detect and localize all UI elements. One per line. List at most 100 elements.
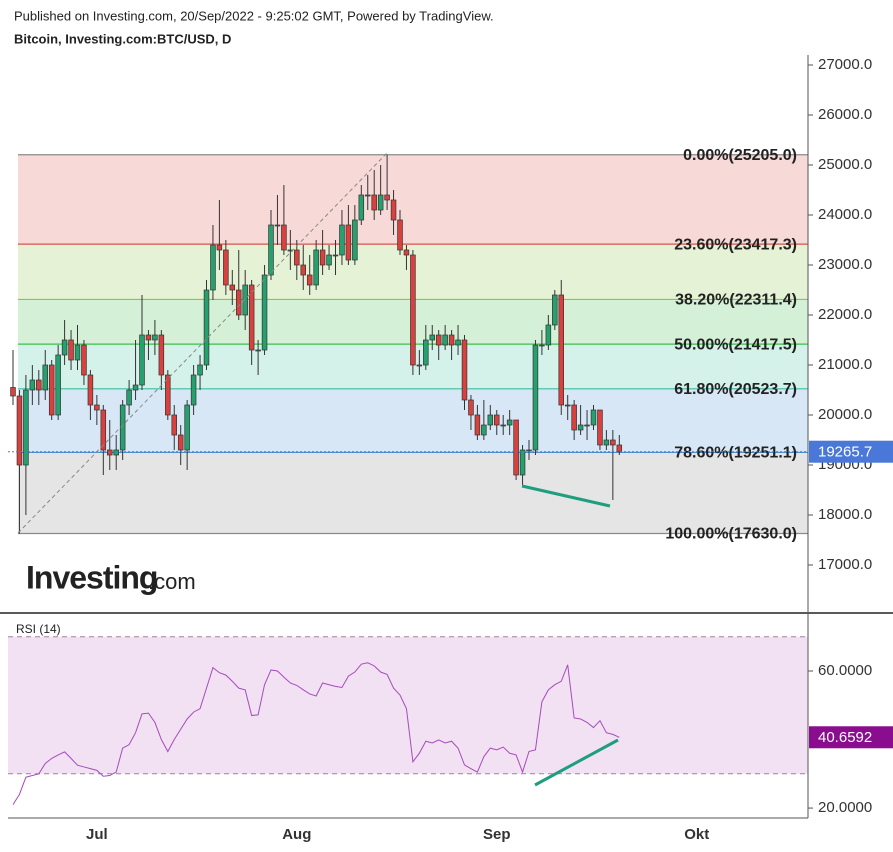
candle-body [435,334,442,346]
x-tick-label: Aug [282,826,311,843]
fib-zone [18,452,808,534]
candle-body [306,274,313,286]
candle-body [68,339,74,361]
candle-body [236,289,242,316]
symbol-title: Bitcoin, Investing.com:BTC/USD, D [14,31,231,46]
candle-body [358,194,365,221]
candle-body [126,389,132,406]
candle-body [506,419,513,426]
candle-body [294,249,300,266]
candle-body [203,289,210,366]
candle-body [481,424,487,436]
candle-body [442,334,448,346]
candle-body [513,419,519,476]
candle-body [584,424,590,427]
candle-body [494,414,500,426]
candle-body [177,434,184,451]
candle-body [268,224,274,276]
fib-label: 0.00%(25205.0) [683,147,797,164]
trend-line [521,484,611,508]
fib-label: 61.80%(20523.7) [674,381,797,398]
candle-body [190,374,197,406]
y-tick-label: 20000.0 [818,406,872,423]
candle-body [577,424,584,431]
candle-body [539,344,545,347]
candle-body [616,444,623,453]
candle-body [403,249,410,256]
candle-body [345,224,352,261]
candle-body [139,334,145,386]
candle-body [410,254,416,366]
candle-body [377,194,384,211]
y-tick-label: 26000.0 [818,106,872,123]
candle-body [248,284,255,351]
candle-body [597,409,603,446]
fib-label: 23.60%(23417.3) [674,236,797,253]
candle-body [397,219,403,251]
candle-body [210,244,216,291]
rsi-line [12,662,620,805]
candle-body [571,404,577,431]
candle-body [564,404,571,407]
y-tick-label: 24000.0 [818,206,872,223]
published-note: Published on Investing.com, 20/Sep/2022 … [14,8,494,23]
y-tick-label: 17000.0 [818,556,872,573]
candle-body [74,344,81,361]
candle-body [474,414,481,436]
fib-label: 78.60%(19251.1) [674,445,797,462]
candle-body [87,374,94,406]
candle-body [61,339,68,356]
rsi-label: RSI (14) [16,622,61,636]
candle-body [390,199,397,221]
candle-body [184,404,190,451]
candle-body [487,414,494,426]
candle-body [339,224,345,256]
candle-body [94,404,100,411]
logo: Investing [26,559,157,595]
candle-body [48,364,55,416]
candle-body [300,264,307,276]
candle-body [242,284,248,316]
candle-body [319,249,326,266]
candle-body [23,389,29,466]
candle-body [461,339,468,401]
y-tick-label: 21000.0 [818,356,872,373]
candle-body [55,354,61,416]
candle-body [545,324,552,346]
y-tick-label: 27000.0 [818,56,872,73]
candle-body [416,364,423,367]
fib-label: 100.00%(17630.0) [665,526,797,543]
candle-body [261,274,268,351]
candle-body [223,249,229,286]
x-tick-label: Sep [483,826,511,843]
y-tick-label: 20.0000 [818,799,872,816]
candle-body [384,194,390,201]
candle-body [42,364,48,391]
candle-body [216,244,223,251]
fib-label: 38.20%(22311.4) [675,292,797,309]
candle-body [29,379,36,391]
candle-body [610,439,616,446]
candle-body [365,194,371,197]
candle-body [229,284,236,291]
candle-body [519,449,526,476]
candle-body [281,224,287,251]
y-tick-label: 18000.0 [818,506,872,523]
fib-zone [18,154,808,245]
candle-body [113,449,119,456]
candle-body [552,294,558,326]
rsi-value-label: 40.6592 [818,729,872,746]
price-box [809,440,893,463]
candle-body [119,404,126,451]
candle-body [468,399,474,416]
candle-body [429,334,436,341]
candle-body [145,334,152,341]
candle-body [100,409,107,451]
candle-body [255,349,261,352]
rsi-box [809,726,893,749]
candle-body [332,254,339,257]
candle-body [526,449,532,452]
candle-body [197,364,203,376]
candle-body [326,254,332,266]
